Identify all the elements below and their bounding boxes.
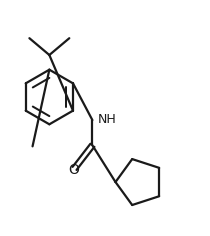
Text: O: O [68, 164, 79, 177]
Text: NH: NH [98, 113, 116, 126]
